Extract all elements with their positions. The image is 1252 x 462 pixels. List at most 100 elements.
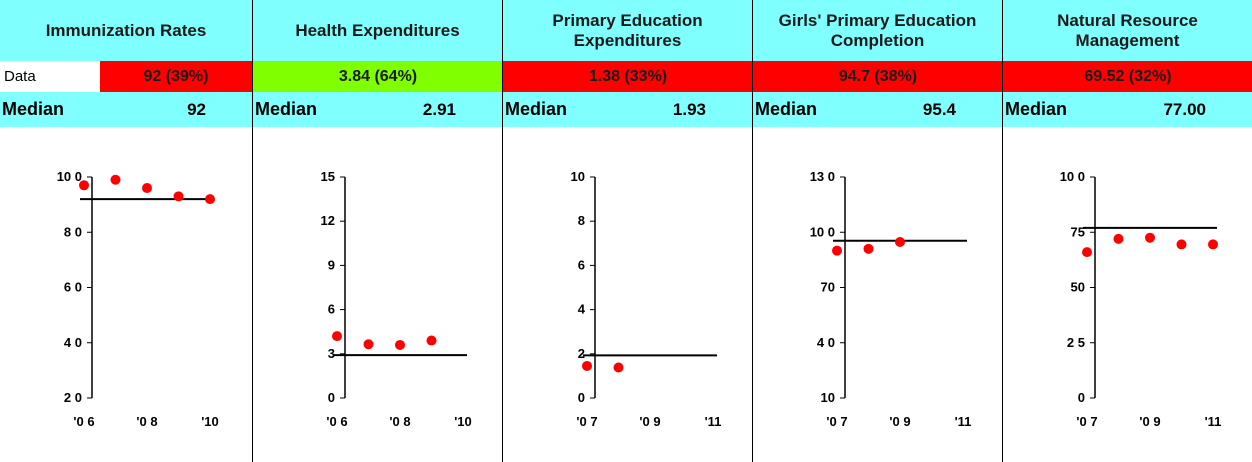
data-point [332,331,342,342]
chart-svg: 10 0 8 0 6 0 4 0 2 0 '0 6 '0 8 '10 [57,169,219,429]
data-value: 92 (39%) [100,61,252,92]
data-point [79,180,89,191]
chart-girls-completion: 13 0 10 0 70 4 0 10 '0 7 '0 9 '11 [753,127,1002,462]
chart-svg: 10 0 75 50 2 5 0 '0 7 '0 9 '11 [1060,169,1222,429]
panel-health-expenditures: Health Expenditures 3.84 (64%) Median 2.… [252,0,503,462]
data-point [173,191,184,202]
y-tick-label: 2 [578,346,585,361]
median-row: Median 92 [0,92,252,127]
data-value: 1.38 (33%) [503,61,753,92]
y-tick-label: 13 0 [810,169,835,184]
x-tick-label: '0 8 [136,414,157,429]
median-value: 92 [187,100,206,119]
data-point [395,339,405,350]
y-tick-label: 3 [328,346,335,361]
panel-title: Natural Resource Management [1003,0,1252,61]
y-tick-label: 2 0 [64,390,82,405]
median-value: 1.93 [672,100,706,119]
data-point [1176,239,1187,250]
median-label: Median [2,99,65,119]
panel-immunization: Immunization Rates Data 92 (39%) Median … [0,0,252,462]
median-row: Median 77.00 [1003,92,1252,127]
x-tick-label: '0 7 [576,414,597,429]
data-point [1082,247,1092,258]
y-tick-label: 8 0 [64,224,82,239]
median-row: Median 1.93 [503,92,752,127]
data-point [863,243,874,254]
panel-title: Immunization Rates [0,0,252,61]
y-tick-label: 0 [578,390,585,405]
y-tick-label: 50 [1071,280,1085,295]
median-value: 95.4 [922,100,956,119]
data-row-label: Data [0,61,100,92]
panel-primary-education: Primary Education Expenditures 1.38 (33%… [502,0,753,462]
x-tick-label: '11 [705,414,722,429]
y-tick-label: 10 [821,390,835,405]
panel-natural-resource: Natural Resource Management 69.52 (32%) … [1002,0,1252,462]
data-point [1113,233,1124,244]
data-row: Data 92 (39%) [0,61,252,92]
y-tick-label: 6 0 [64,280,82,295]
data-row: 94.7 (38%) [753,61,1003,92]
data-value: 94.7 (38%) [753,61,1003,92]
data-point [832,245,842,256]
median-label: Median [755,99,818,119]
chart-natural-resource: 10 0 75 50 2 5 0 '0 7 '0 9 '11 [1003,127,1252,462]
panel-girls-completion: Girls' Primary Education Completion 94.7… [752,0,1003,462]
data-point [363,339,374,350]
data-point [205,194,215,205]
data-point [613,362,624,373]
y-tick-label: 0 [328,390,335,405]
x-tick-label: '0 7 [826,414,847,429]
y-tick-label: 9 [328,257,335,272]
data-point [426,335,437,346]
x-tick-label: '0 6 [326,414,347,429]
median-label: Median [505,99,568,119]
chart-immunization: 10 0 8 0 6 0 4 0 2 0 '0 6 '0 8 '10 [0,127,252,462]
x-tick-label: '11 [1205,414,1222,429]
y-tick-label: 4 0 [64,335,82,350]
y-tick-label: 15 [321,169,335,184]
y-tick-label: 4 [578,302,586,317]
data-point [1145,232,1155,243]
median-label: Median [255,99,318,119]
panel-title: Health Expenditures [253,0,502,61]
y-tick-label: 0 [1078,390,1085,405]
median-value: 77.00 [1163,100,1206,119]
x-tick-label: '10 [201,414,219,429]
chart-primary-education: 10 8 6 4 2 0 '0 7 '0 9 '11 [503,127,752,462]
x-tick-label: '0 8 [389,414,410,429]
x-tick-label: '0 6 [73,414,94,429]
x-tick-label: '11 [955,414,972,429]
median-row: Median 95.4 [753,92,1002,127]
data-point [895,237,905,248]
data-row: 1.38 (33%) [503,61,753,92]
x-tick-label: '0 7 [1076,414,1097,429]
y-tick-label: 6 [328,302,335,317]
y-tick-label: 10 [571,169,585,184]
data-point [1208,239,1218,250]
y-tick-label: 10 0 [1060,169,1085,184]
y-tick-label: 2 5 [1067,335,1085,350]
data-value: 3.84 (64%) [253,61,503,92]
data-point [110,174,121,185]
y-tick-label: 6 [578,257,585,272]
panel-title: Girls' Primary Education Completion [753,0,1002,61]
data-point [582,360,592,371]
y-tick-label: 8 [578,213,585,228]
y-tick-label: 70 [821,280,835,295]
chart-svg: 10 8 6 4 2 0 '0 7 '0 9 '11 [571,169,722,429]
data-row: 69.52 (32%) [1003,61,1252,92]
x-tick-label: '0 9 [889,414,910,429]
chart-health-expenditures: 15 12 9 6 3 0 '0 6 '0 8 '10 [253,127,502,462]
x-tick-label: '0 9 [639,414,660,429]
y-tick-label: 10 0 [810,224,835,239]
data-point [142,183,152,194]
chart-svg: 13 0 10 0 70 4 0 10 '0 7 '0 9 '11 [810,169,972,429]
panel-title: Primary Education Expenditures [503,0,752,61]
chart-svg: 15 12 9 6 3 0 '0 6 '0 8 '10 [321,169,472,429]
y-tick-label: 75 [1071,224,1085,239]
x-tick-label: '0 9 [1139,414,1160,429]
median-value: 2.91 [422,100,456,119]
